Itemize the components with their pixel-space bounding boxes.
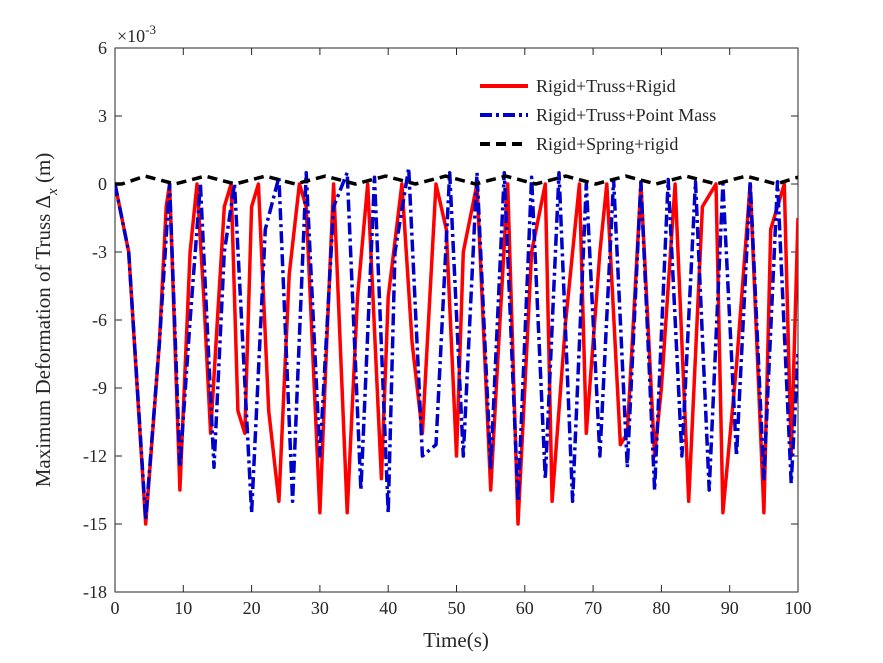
legend-label-1: Rigid+Truss+Rigid: [536, 76, 676, 96]
x-tick-label: 40: [379, 598, 397, 618]
y-exponent-label: ×10-3: [117, 22, 156, 46]
x-tick-label: 70: [584, 598, 602, 618]
x-tick-label: 20: [243, 598, 261, 618]
x-tick-label: 90: [721, 598, 739, 618]
legend: Rigid+Truss+Rigid Rigid+Truss+Point Mass R…: [480, 76, 716, 154]
legend-label-2: Rigid+Truss+Point Mass: [536, 105, 716, 125]
series-group: [115, 166, 798, 526]
y-tick-label: -6: [92, 310, 107, 330]
y-tick-label: -15: [83, 514, 107, 534]
legend-label-3: Rigid+Spring+rigid: [536, 134, 678, 154]
series-line-3: [115, 174, 798, 186]
y-axis-label-unit: (m): [31, 153, 55, 189]
y-tick-label: 3: [98, 106, 107, 126]
x-tick-label: 50: [448, 598, 466, 618]
x-tick-label: 60: [516, 598, 534, 618]
x-tick-label: 30: [311, 598, 329, 618]
y-tick-label: -3: [92, 242, 107, 262]
series-line-2: [115, 166, 798, 522]
x-tick-label: 80: [652, 598, 670, 618]
y-axis-label-main: Maximum Deformation of Truss Δ: [31, 195, 55, 487]
x-tick-label: 0: [111, 598, 120, 618]
y-axis-label-sub: x: [45, 188, 61, 196]
y-tick-label: 0: [98, 174, 107, 194]
series-line-1: [115, 182, 798, 526]
y-tick-label: -12: [83, 446, 107, 466]
y-axis-label: Maximum Deformation of Truss Δx (m): [31, 153, 61, 488]
y-tick-label: -9: [92, 378, 107, 398]
x-tick-label: 10: [174, 598, 192, 618]
y-tick-label: -18: [83, 582, 107, 602]
x-axis-label: Time(s): [423, 628, 489, 652]
y-tick-label: 6: [98, 38, 107, 58]
y-exponent-power: -3: [145, 22, 156, 37]
y-exponent-base: ×10: [117, 26, 145, 46]
x-tick-label: 100: [785, 598, 812, 618]
